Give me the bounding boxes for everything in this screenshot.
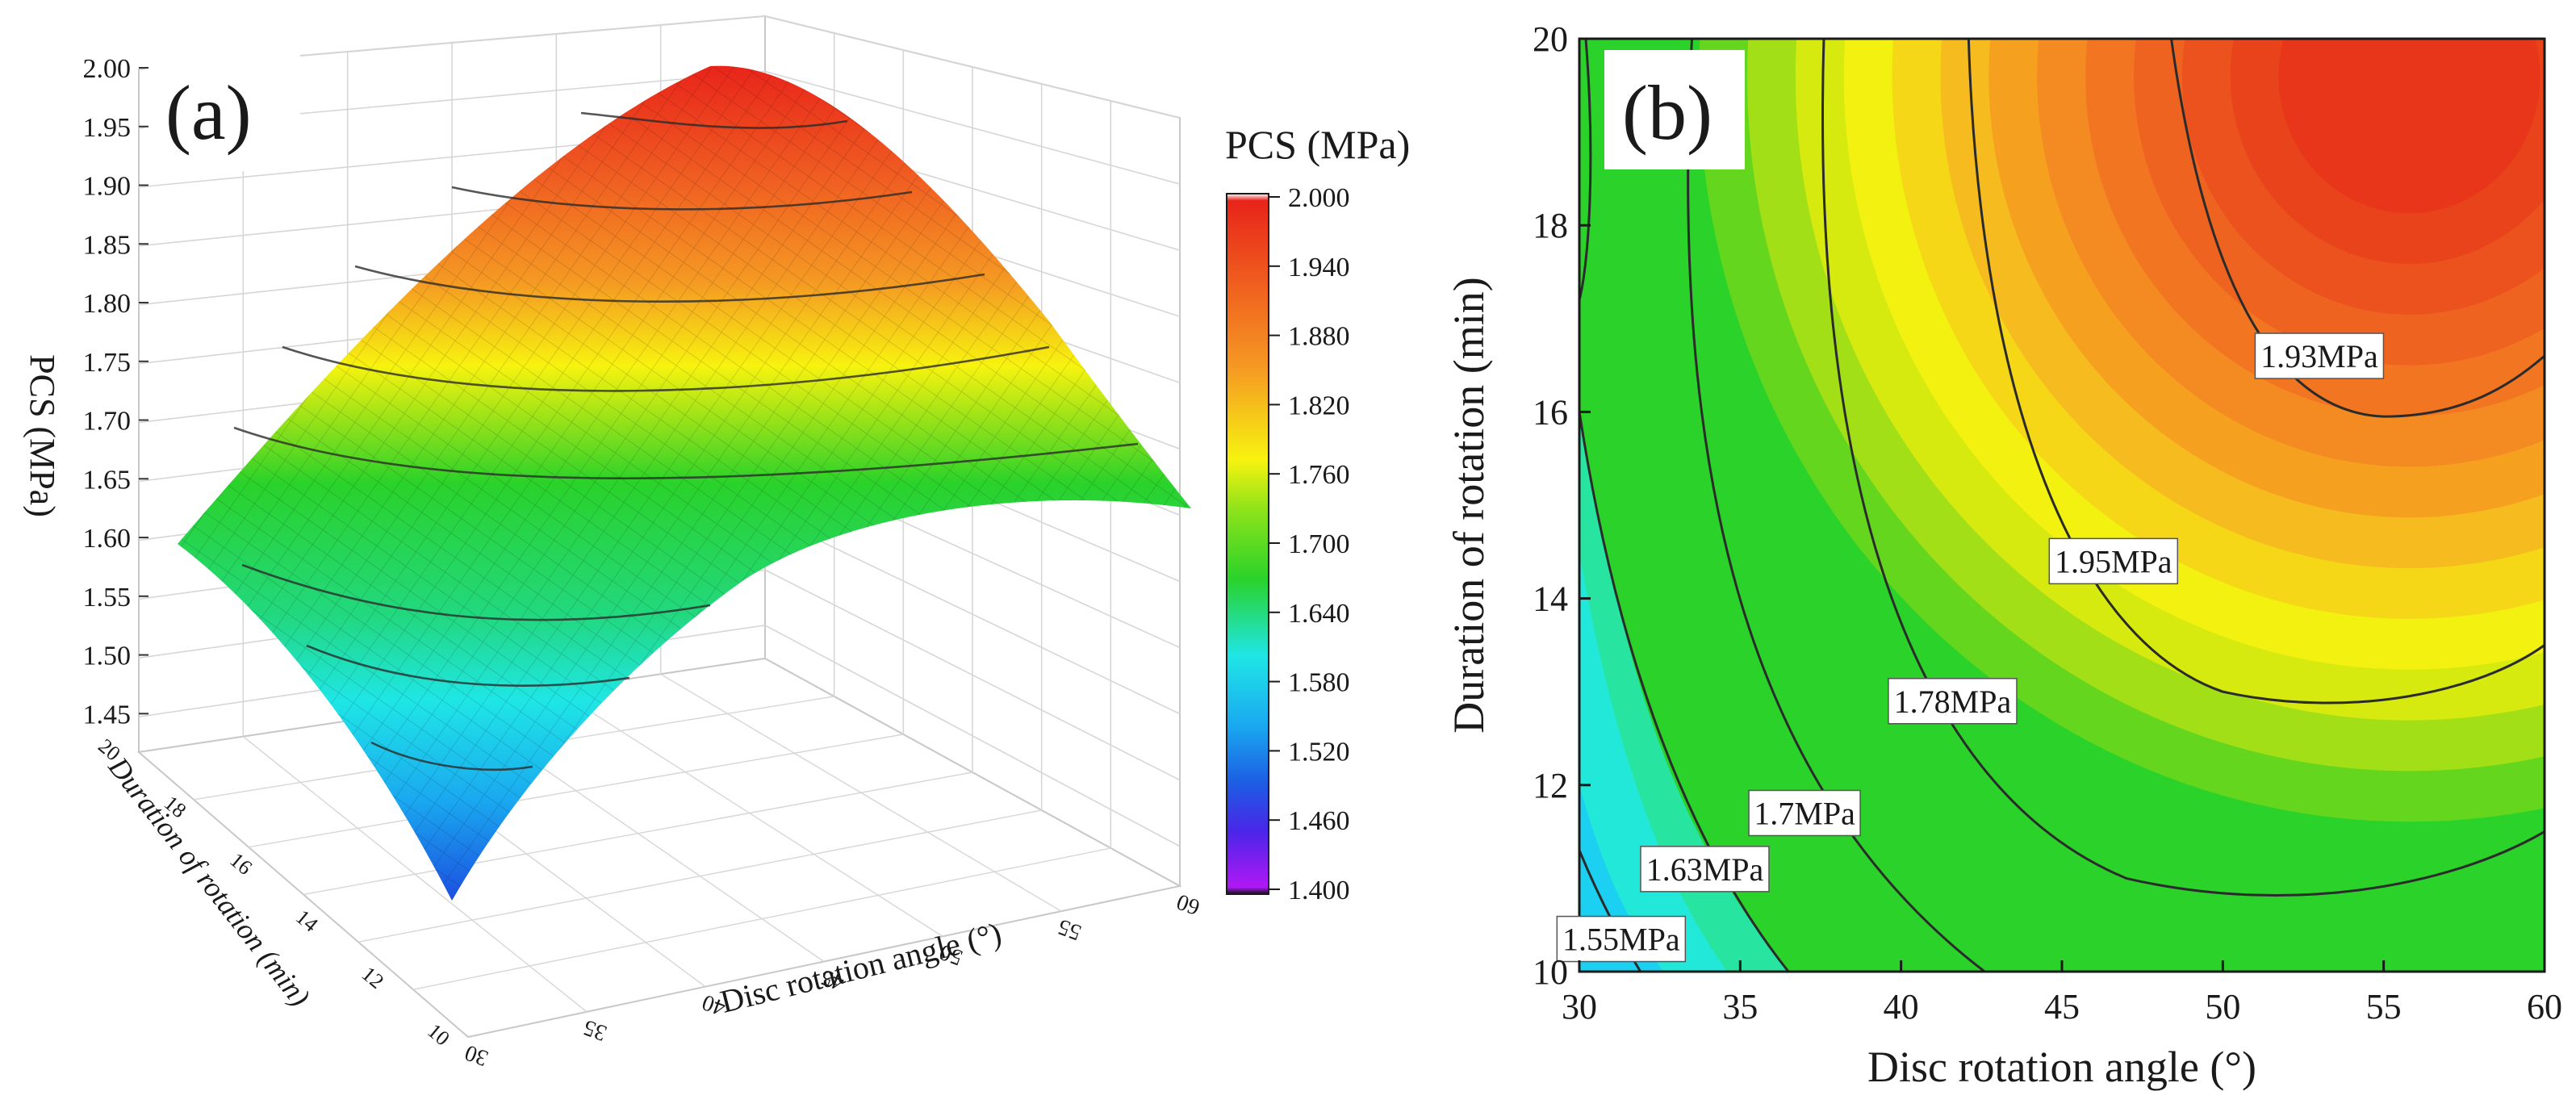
contour-label-text: 1.93MPa [2260,338,2378,374]
contour-label-text: 1.95MPa [2055,543,2172,579]
x-tick-label: 30 [462,1039,491,1071]
panel-b-label-box [1604,50,1745,169]
y-tick-label: 10 [423,1019,454,1051]
y-tick-label: 12 [1533,766,1568,805]
contour-line [1967,39,2545,705]
surface-mesh [178,65,1191,901]
z-tick-label: 1.60 [83,524,132,554]
z-tick-label: 1.65 [83,465,132,495]
contour-line [1821,39,2545,897]
contour-label-text: 1.55MPa [1562,922,1680,958]
x-tick-label: 30 [1562,987,1597,1026]
contour-label-text: 1.7MPa [1754,795,1855,831]
colorbar-tick-label: 1.940 [1288,253,1350,282]
z-tick-label: 2.00 [83,54,132,84]
x-axis-title: Disc rotation angle (°) [1867,1043,2256,1091]
panel-b-label: (b) [1622,69,1712,156]
x-tick-label: 55 [2366,987,2402,1026]
colorbar-tick-label: 2.000 [1288,183,1350,213]
y-axis-title: Duration of rotation (min) [1445,277,1493,733]
contour-label: 1.78MPa [1888,678,2018,725]
colorbar-tick-label: 1.880 [1288,322,1350,352]
contour-line [1579,412,1790,972]
y-tick-label: 14 [291,905,323,936]
y-tick-label: 20 [1533,19,1568,59]
contour-label: 1.63MPa [1640,846,1770,893]
colorbar-tick-label: 1.700 [1288,529,1350,559]
contour-line [1579,39,1592,301]
colorbar [1226,193,1269,895]
contour-label: 1.95MPa [2048,537,2179,585]
y-axis-ticks: 10 12 14 16 18 20 [1533,19,1591,992]
colorbar-tick-label: 1.520 [1288,737,1350,767]
contour-label: 1.93MPa [2254,332,2385,379]
z-tick-label: 1.85 [83,230,132,260]
colorbar-tick-label: 1.640 [1288,599,1350,629]
z-tick-label: 1.50 [83,642,132,671]
panel-a-label-box [145,50,300,171]
contour-band [2278,39,2540,214]
x-tick-label: 50 [2205,987,2240,1026]
panel-a-label: (a) [165,69,252,156]
x-tick-label: 40 [1884,987,1919,1026]
contour-fill [1579,39,2545,972]
z-tick-label: 1.45 [83,700,132,730]
y-tick-label: 10 [1533,952,1568,992]
y-tick-label: 14 [1533,579,1568,619]
contour-label-text: 1.78MPa [1894,684,2012,720]
z-tick-label: 1.90 [83,172,132,202]
colorbar-tick-label: 1.760 [1288,460,1350,490]
x-tick-label: 35 [1722,987,1758,1026]
panel-b-contour: (b) 1.93MPa1.95MPa1.78MPa1.7MPa1.63MPa1.… [1445,19,2562,1091]
z-axis-ticks: 1.45 1.50 1.55 1.60 1.65 1.70 1.75 1.80 1.85 1.90… [83,54,148,730]
contour-band [1579,551,1728,972]
surface-contour-lines [233,111,1139,771]
y-tick-label: 16 [225,848,257,880]
z-axis-title: PCS (MPa) [23,354,62,517]
contour-label: 1.7MPa [1748,789,1861,837]
x-tick-label: 60 [1173,888,1203,920]
colorbar-title: PCS (MPa) [1225,122,1410,167]
colorbar-tick-label: 1.400 [1288,876,1350,905]
z-tick-label: 1.80 [83,289,132,319]
y-tick-label: 18 [1533,206,1568,245]
x-tick-label: 35 [580,1014,610,1046]
z-tick-label: 1.75 [83,348,132,378]
contour-line [2170,39,2545,418]
colorbar-tick-label: 1.820 [1288,391,1350,420]
contour-labels: 1.93MPa 1.95MPa 1.78MPa 1.7MPa 1.63MPa 1.55MP… [1556,332,2385,963]
x-tick-label: 60 [2527,987,2562,1026]
contour-line [1687,39,1986,972]
y-tick-label: 16 [1533,392,1568,432]
x-axis-ticks: 30 35 40 45 50 55 60 [1562,960,2562,1026]
x-tick-label: 45 [2044,987,2080,1026]
colorbar-tick-label: 1.580 [1288,668,1350,698]
colorbar-tick-label: 1.460 [1288,806,1350,836]
panel-a-3d-surface: (a) 1.45 1.50 1.55 1.60 1.65 1.70 1.75 1.80 1.85… [23,15,1410,1071]
contour-label-text: 1.63MPa [1646,851,1764,888]
y-tick-label: 12 [358,962,389,993]
z-tick-label: 1.95 [83,113,132,143]
x-tick-label: 55 [1055,914,1085,945]
z-tick-label: 1.55 [83,583,132,613]
contour-label: 1.55MPa [1556,915,1687,963]
z-tick-label: 1.70 [83,407,132,437]
colorbar-ticks: 2.000 1.940 1.880 1.820 1.760 1.700 1.640 1.580… [1269,183,1350,905]
